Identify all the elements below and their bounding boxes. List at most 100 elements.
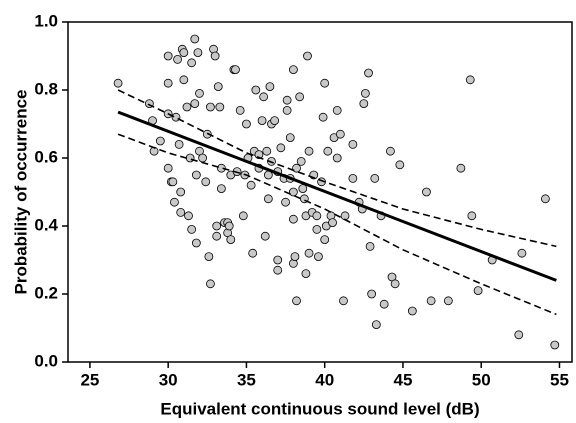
data-point bbox=[467, 211, 477, 221]
data-point bbox=[193, 48, 203, 57]
data-point bbox=[301, 269, 311, 279]
data-point bbox=[314, 252, 323, 262]
data-point bbox=[320, 78, 330, 88]
data-point bbox=[395, 160, 405, 170]
data-point bbox=[238, 211, 248, 221]
data-point bbox=[292, 296, 301, 306]
data-point bbox=[191, 238, 201, 248]
data-point bbox=[318, 112, 328, 122]
data-point bbox=[206, 102, 215, 112]
data-point bbox=[163, 163, 173, 173]
data-point bbox=[212, 231, 222, 241]
data-point bbox=[288, 214, 298, 224]
data-point bbox=[265, 82, 275, 91]
data-point bbox=[371, 320, 381, 330]
data-point bbox=[332, 106, 342, 115]
data-point bbox=[191, 170, 201, 180]
regression-line bbox=[117, 110, 557, 282]
data-point bbox=[210, 51, 220, 61]
data-point bbox=[201, 177, 211, 187]
data-point bbox=[422, 187, 431, 197]
x-tick-label: 25 bbox=[80, 370, 99, 389]
data-point bbox=[312, 224, 322, 234]
data-point bbox=[323, 146, 333, 156]
data-point bbox=[213, 82, 223, 91]
data-point bbox=[263, 194, 273, 204]
data-point bbox=[195, 89, 204, 98]
data-point bbox=[262, 146, 272, 156]
data-point bbox=[113, 78, 123, 88]
data-point bbox=[248, 248, 258, 258]
data-point bbox=[235, 106, 245, 115]
data-point bbox=[370, 173, 380, 183]
data-point bbox=[292, 163, 301, 173]
data-point bbox=[276, 143, 286, 153]
data-point bbox=[320, 235, 330, 245]
y-tick-label: 0.8 bbox=[34, 79, 58, 98]
data-point bbox=[173, 55, 182, 64]
data-point bbox=[288, 65, 298, 74]
confidence-band bbox=[117, 133, 557, 316]
data-point bbox=[335, 129, 345, 139]
x-tick-label: 30 bbox=[159, 370, 178, 389]
data-point bbox=[170, 197, 179, 207]
data-point bbox=[281, 197, 290, 207]
data-point bbox=[340, 211, 350, 221]
data-point bbox=[184, 211, 193, 221]
data-point bbox=[251, 85, 261, 95]
data-point bbox=[285, 133, 295, 143]
data-point bbox=[216, 163, 226, 173]
data-point bbox=[179, 48, 189, 57]
data-point bbox=[270, 116, 280, 125]
data-point bbox=[303, 51, 312, 61]
data-point bbox=[273, 255, 283, 265]
data-point bbox=[216, 184, 226, 194]
data-point bbox=[163, 78, 173, 88]
data-point bbox=[226, 235, 236, 245]
confidence-band bbox=[117, 89, 557, 248]
data-point bbox=[282, 106, 292, 115]
x-tick-label: 40 bbox=[315, 370, 334, 389]
data-point bbox=[179, 75, 189, 85]
data-point bbox=[190, 99, 200, 108]
data-point bbox=[348, 139, 358, 149]
data-point bbox=[155, 136, 165, 146]
x-tick-label: 35 bbox=[237, 370, 256, 389]
data-point bbox=[298, 184, 308, 194]
data-point bbox=[215, 102, 225, 112]
data-point bbox=[231, 65, 240, 74]
data-point bbox=[190, 34, 200, 44]
data-point bbox=[360, 89, 370, 98]
data-point bbox=[348, 173, 358, 183]
data-point bbox=[550, 340, 560, 350]
data-point bbox=[295, 92, 305, 102]
data-point bbox=[359, 99, 369, 108]
data-point bbox=[328, 218, 337, 228]
data-point bbox=[187, 224, 197, 234]
y-tick-label: 0.0 bbox=[34, 351, 58, 370]
data-point bbox=[390, 279, 400, 289]
data-point bbox=[443, 296, 453, 306]
data-point bbox=[312, 211, 322, 221]
data-point bbox=[260, 231, 270, 241]
x-tick-label: 55 bbox=[550, 370, 569, 389]
data-point bbox=[246, 180, 256, 190]
data-point bbox=[176, 207, 186, 217]
data-point bbox=[290, 252, 300, 262]
data-point bbox=[187, 58, 197, 68]
data-point bbox=[332, 153, 342, 163]
x-tick-label: 50 bbox=[472, 370, 491, 389]
data-point bbox=[212, 221, 222, 231]
data-point bbox=[182, 102, 192, 112]
data-point bbox=[163, 51, 173, 61]
x-tick-label: 45 bbox=[393, 370, 412, 389]
data-point bbox=[379, 299, 389, 309]
data-point bbox=[273, 265, 283, 275]
data-point bbox=[514, 330, 524, 340]
data-point bbox=[304, 146, 314, 156]
data-point bbox=[517, 248, 527, 258]
data-point bbox=[456, 163, 466, 173]
data-point bbox=[259, 92, 269, 102]
data-point bbox=[288, 187, 298, 197]
